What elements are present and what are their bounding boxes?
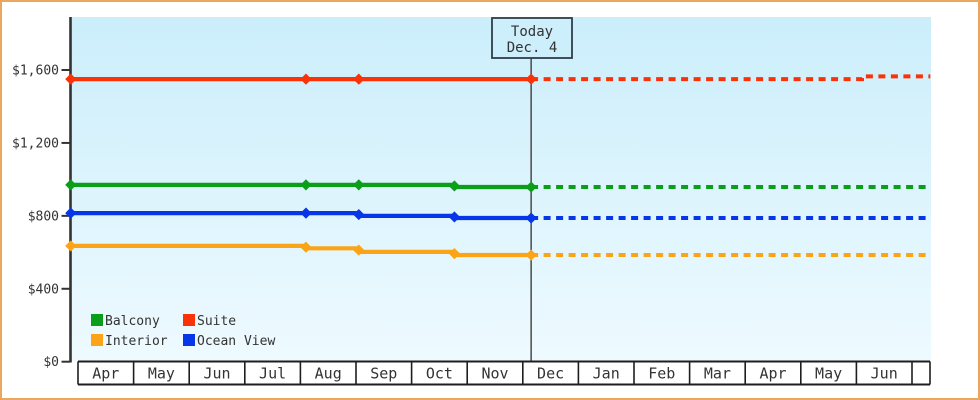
data-point-interior <box>525 249 537 261</box>
legend-swatch-ocean-view <box>183 334 195 346</box>
legend-label-ocean-view: Ocean View <box>197 334 275 349</box>
month-label: Feb <box>648 365 675 383</box>
data-point-ocean-view <box>525 212 537 224</box>
plot-background <box>71 17 931 362</box>
data-point-balcony <box>65 179 77 191</box>
data-point-suite <box>300 73 312 85</box>
month-label: Jun <box>203 365 230 383</box>
legend-item-suite: Suite <box>183 314 236 329</box>
legend-swatch-balcony <box>91 314 103 326</box>
series-interior <box>65 240 931 261</box>
y-tick-label: $400 <box>28 282 59 297</box>
legend-swatch-interior <box>91 334 103 346</box>
y-tick-label: $0 <box>43 355 59 370</box>
today-date-label: Dec. 4 <box>507 40 558 56</box>
legend: Balcony Suite Interior Ocean View <box>91 314 275 349</box>
legend-item-interior: Interior <box>91 334 168 349</box>
data-point-interior <box>448 247 461 260</box>
data-point-balcony <box>525 181 537 193</box>
legend-item-balcony: Balcony <box>91 314 160 329</box>
series-balcony <box>65 179 931 193</box>
data-point-balcony <box>300 179 312 191</box>
data-point-suite <box>65 73 77 85</box>
data-point-balcony <box>353 179 365 191</box>
y-axis: $0 $400 $800 $1,200 $1,600 <box>12 64 70 370</box>
series-layer <box>65 73 931 261</box>
legend-label-suite: Suite <box>197 314 236 329</box>
data-point-ocean-view <box>353 208 365 221</box>
month-label: Mar <box>704 365 731 383</box>
month-label: May <box>815 365 842 383</box>
data-point-suite <box>525 73 537 85</box>
month-label: Apr <box>92 365 119 383</box>
month-label: Sep <box>370 365 397 383</box>
today-annotation: Today Dec. 4 <box>491 17 573 59</box>
month-label: Oct <box>426 365 453 383</box>
y-tick-label: $800 <box>28 209 59 224</box>
month-label: Dec <box>537 365 564 383</box>
series-suite <box>65 73 931 85</box>
legend-swatch-suite <box>183 314 195 326</box>
legend-label-balcony: Balcony <box>105 314 160 329</box>
data-point-interior <box>300 241 312 253</box>
series-projection-suite <box>531 74 931 82</box>
today-label: Today <box>511 24 553 40</box>
data-point-ocean-view <box>300 207 312 219</box>
legend-label-interior: Interior <box>105 334 168 349</box>
today-box <box>491 17 573 59</box>
month-label: Jun <box>871 365 898 383</box>
data-point-suite <box>353 73 365 85</box>
data-point-ocean-view <box>65 207 77 219</box>
y-tick-label: $1,200 <box>12 136 59 151</box>
data-point-ocean-view <box>448 211 461 223</box>
series-ocean-view <box>65 207 931 224</box>
legend-item-ocean-view: Ocean View <box>183 334 275 349</box>
data-point-interior <box>353 244 365 256</box>
month-label: Apr <box>759 365 786 383</box>
y-tick-label: $1,600 <box>12 64 59 79</box>
data-point-interior <box>65 240 77 252</box>
month-label: Aug <box>315 365 342 383</box>
month-label: Jan <box>593 365 620 383</box>
month-label: Jul <box>259 365 286 383</box>
month-label: Nov <box>481 365 508 383</box>
month-label: May <box>148 365 175 383</box>
data-point-balcony <box>448 180 461 192</box>
month-axis: Apr May Jun Jul Aug Sep Oct Nov Dec Jan Feb Mar Apr M… <box>77 360 931 386</box>
plot-area <box>69 17 931 363</box>
